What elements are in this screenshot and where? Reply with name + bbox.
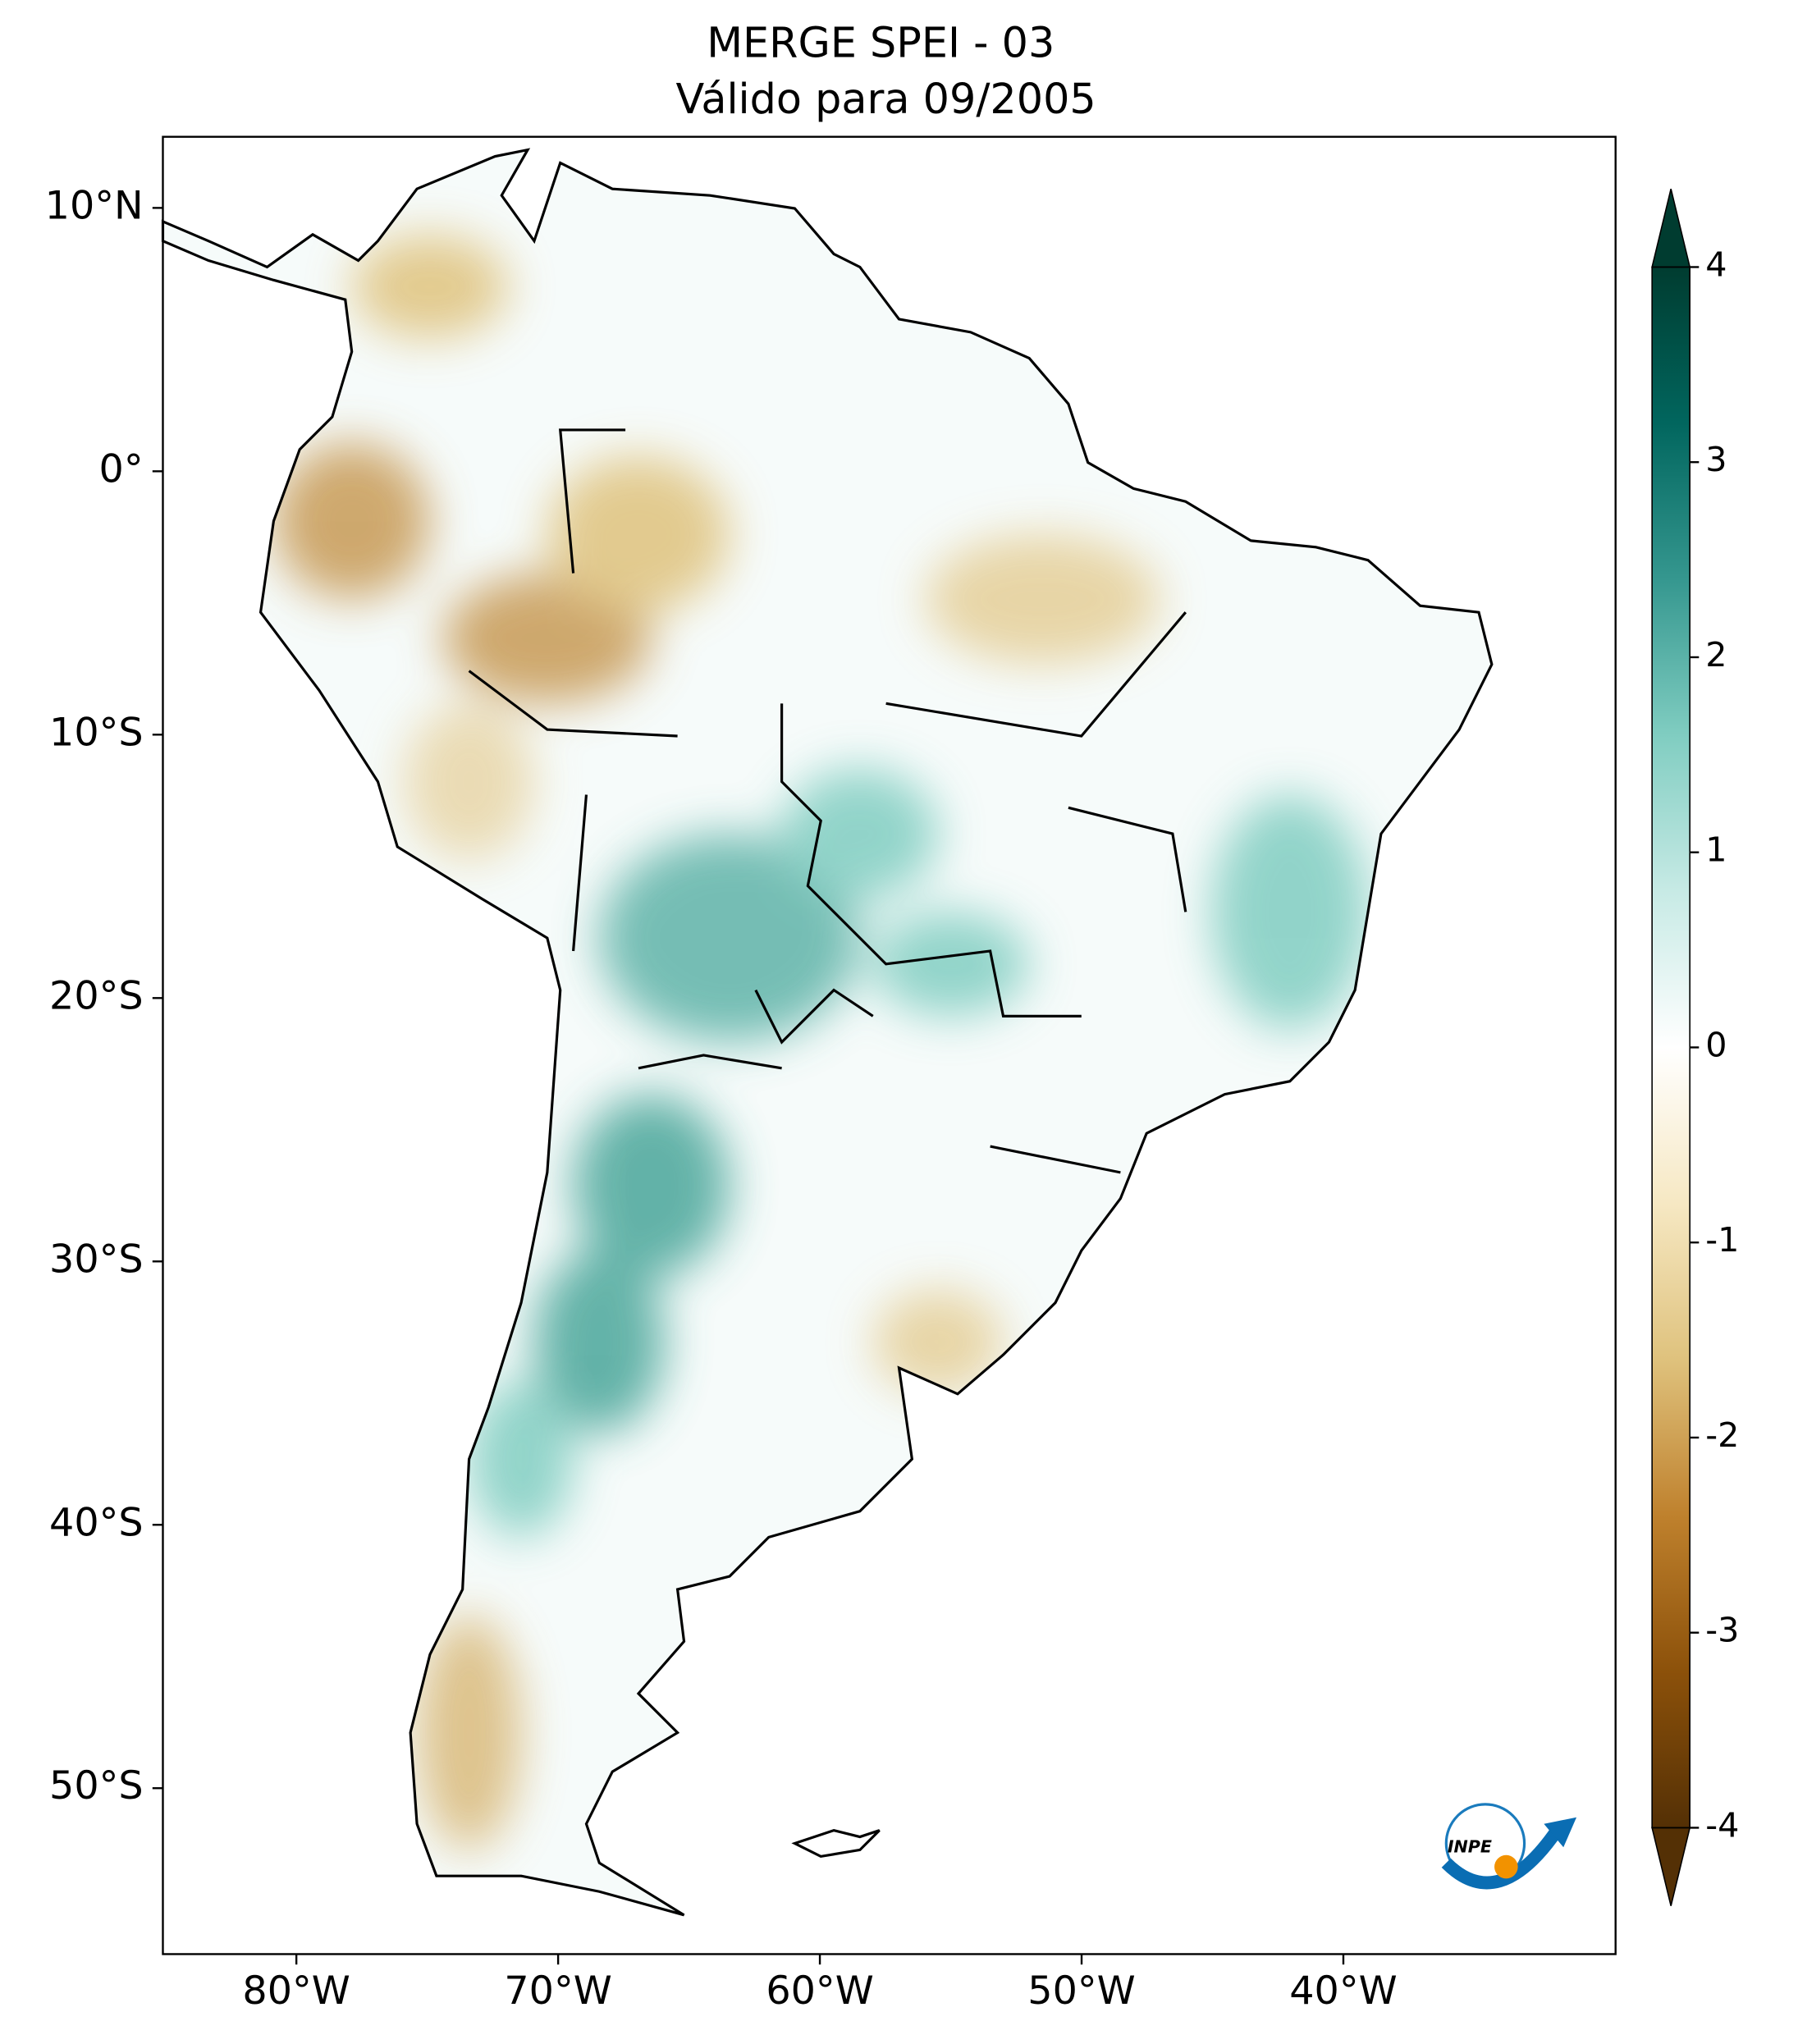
colorbar-tick-label: -2 xyxy=(1705,1415,1739,1455)
y-tick-label: 30°S xyxy=(49,1237,144,1282)
map-frame xyxy=(162,135,1617,1955)
x-tick-label: 60°W xyxy=(766,1969,873,2014)
x-tick-label: 40°W xyxy=(1289,1969,1397,2014)
y-tick-label: 10°S xyxy=(49,710,144,755)
logo: INPE xyxy=(1441,1803,1577,1890)
borders xyxy=(468,428,1187,1174)
subtitle: Válido para 09/2005 xyxy=(676,75,1096,123)
x-tick-label: 80°W xyxy=(242,1969,350,2014)
y-tick-label: 20°S xyxy=(49,973,144,1018)
colorbar-tick-label: 4 xyxy=(1705,245,1727,284)
colorbar-tick-label: 0 xyxy=(1705,1025,1727,1064)
colorbar-tick-label: 2 xyxy=(1705,635,1727,674)
y-tick-label: 10°N xyxy=(45,183,144,228)
spei-field xyxy=(162,149,1492,1915)
colorbar-tick-label: -3 xyxy=(1705,1611,1739,1650)
logo-text: INPE xyxy=(1448,1836,1492,1856)
falklands xyxy=(791,1828,881,1859)
y-tick-label: 50°S xyxy=(49,1763,144,1809)
colorbar-tick-label: -4 xyxy=(1705,1805,1739,1845)
colorbar-tick-label: -1 xyxy=(1705,1220,1739,1260)
colorbar-extend-max xyxy=(1651,189,1691,268)
colorbar-tick-label: 3 xyxy=(1705,440,1727,479)
colorbar-tick-label: 1 xyxy=(1705,830,1727,870)
colorbar xyxy=(1652,267,1690,1828)
y-tick-label: 40°S xyxy=(49,1500,144,1545)
x-tick-label: 70°W xyxy=(504,1969,611,2014)
title: MERGE SPEI - 03 xyxy=(707,19,1055,67)
colorbar-extend-min xyxy=(1651,1827,1691,1906)
x-tick-label: 50°W xyxy=(1027,1969,1135,2014)
y-tick-label: 0° xyxy=(99,446,144,492)
